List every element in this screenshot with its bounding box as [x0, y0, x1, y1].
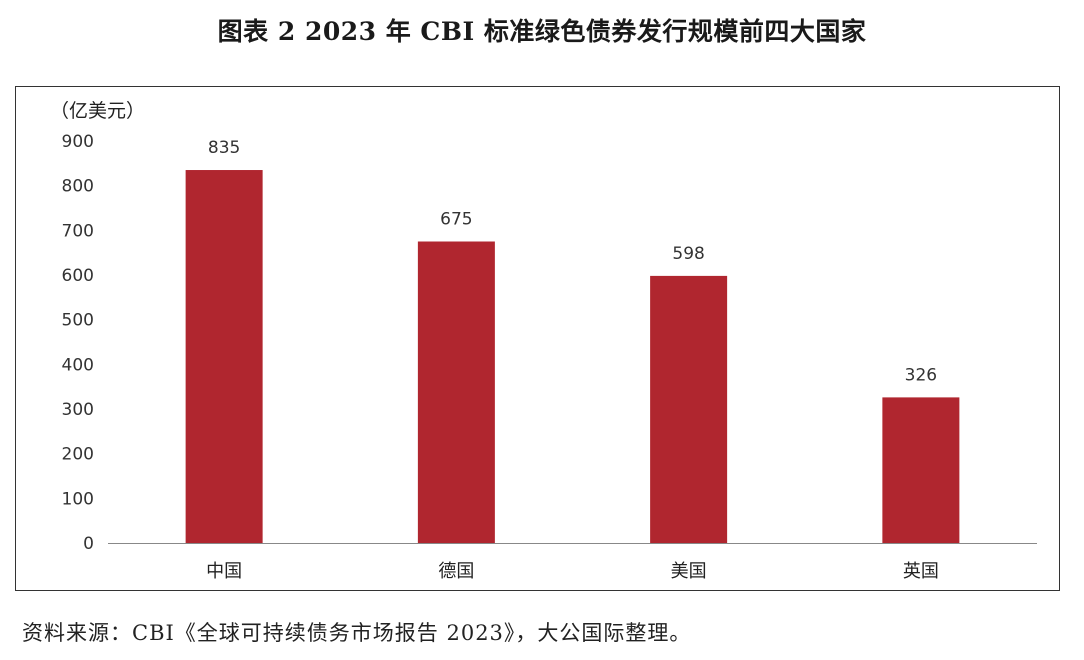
bar [882, 397, 960, 543]
data-label: 326 [905, 365, 937, 385]
x-tick-label: 英国 [903, 561, 939, 582]
y-tick-label: 900 [62, 132, 94, 152]
bar [650, 275, 728, 543]
data-label: 598 [672, 244, 704, 264]
chart-title: 图表 2 2023 年 CBI 标准绿色债券发行规模前四大国家 [217, 17, 867, 46]
y-tick-label: 700 [62, 221, 94, 241]
y-tick-label: 800 [62, 177, 94, 197]
source-note: 资料来源：CBI《全球可持续债务市场报告 2023》，大公国际整理。 [22, 621, 692, 645]
y-tick-label: 400 [62, 355, 94, 375]
y-tick-label: 600 [62, 266, 94, 286]
y-axis-unit-label: （亿美元） [50, 100, 146, 122]
y-tick-label: 0 [83, 534, 94, 554]
x-tick-label: 德国 [438, 561, 474, 582]
x-tick-label: 美国 [671, 561, 707, 582]
bar [185, 170, 263, 544]
x-tick-label: 中国 [206, 561, 242, 582]
y-tick-label: 200 [62, 445, 94, 465]
data-label: 675 [440, 210, 472, 230]
data-label: 835 [208, 138, 240, 158]
bar [417, 241, 495, 543]
y-tick-label: 100 [62, 489, 94, 509]
y-tick-label: 500 [62, 311, 94, 331]
y-tick-label: 300 [62, 400, 94, 420]
